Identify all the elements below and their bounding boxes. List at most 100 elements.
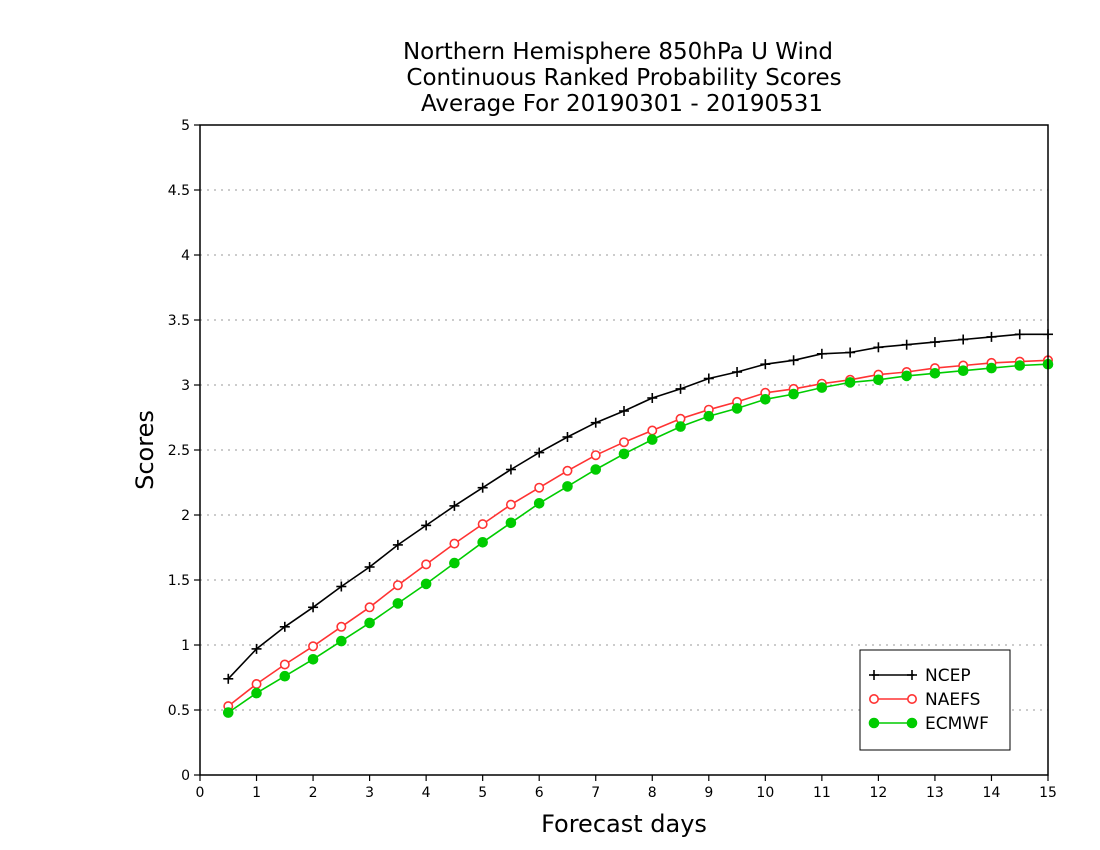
data-point-ncep — [986, 331, 997, 342]
data-point-naefs — [618, 437, 629, 448]
data-point-ecmwf — [1014, 360, 1026, 371]
x-tick-label: 1 — [252, 785, 261, 801]
data-point-ecmwf — [675, 421, 686, 432]
y-tick-label: 3.5 — [168, 313, 190, 329]
data-point-ecmwf — [703, 410, 715, 422]
data-point-ncep — [845, 347, 856, 358]
legend-marker-ecmwf — [868, 717, 880, 729]
data-point-ncep — [421, 520, 432, 531]
data-point-ecmwf — [420, 578, 432, 590]
data-point-ecmwf — [816, 382, 828, 393]
legend-label-naefs: NAEFS — [925, 690, 980, 710]
series-line-ncep — [227, 333, 1048, 680]
data-point-ecmwf — [533, 498, 545, 509]
series-layer — [222, 329, 1054, 718]
data-point-ecmwf — [760, 394, 771, 405]
data-point-ncep — [732, 367, 743, 377]
y-tick-label: 4.5 — [168, 183, 190, 199]
data-point-ncep — [392, 539, 403, 550]
data-point-ncep — [308, 602, 319, 613]
data-point-ecmwf — [731, 403, 743, 414]
x-tick-label: 5 — [478, 785, 487, 801]
data-point-ecmwf — [929, 368, 941, 379]
y-tick-label: 2 — [181, 508, 190, 524]
x-tick-label: 11 — [813, 785, 831, 801]
legend-entry-ncep: NCEP — [869, 666, 971, 686]
legend-marker-naefs — [868, 693, 879, 704]
data-point-ncep — [534, 447, 545, 458]
data-point-ecmwf — [844, 377, 856, 388]
data-point-naefs — [534, 482, 545, 493]
x-tick-label: 10 — [756, 785, 774, 801]
y-axis-title: Scores — [131, 410, 159, 490]
data-point-ecmwf — [646, 434, 658, 445]
x-tick-label: 14 — [983, 785, 1001, 801]
data-point-ecmwf — [562, 481, 573, 492]
y-tick-label: 5 — [181, 118, 190, 134]
x-tick-label: 13 — [926, 785, 944, 801]
x-tick-label: 2 — [309, 785, 318, 801]
data-point-ecmwf — [307, 654, 319, 665]
data-point-ecmwf — [788, 388, 799, 400]
series-naefs — [223, 355, 1054, 712]
data-point-ecmwf — [590, 464, 602, 475]
y-tick-label: 2.5 — [168, 443, 190, 459]
y-tick-label: 1 — [181, 638, 190, 654]
data-point-naefs — [251, 678, 262, 689]
data-point-ncep — [760, 359, 771, 370]
chart-title-line-3: Average For 20190301 - 20190531 — [421, 91, 823, 117]
y-tick-label: 3 — [181, 378, 190, 394]
data-point-naefs — [308, 641, 319, 652]
y-tick-label: 1.5 — [168, 573, 190, 589]
data-point-ncep — [562, 432, 573, 442]
data-point-naefs — [336, 621, 347, 632]
data-point-naefs — [364, 602, 375, 613]
y-tick-label: 0.5 — [168, 703, 190, 719]
series-ncep — [223, 329, 1053, 684]
data-point-ecmwf — [477, 537, 488, 548]
data-point-ecmwf — [873, 374, 884, 386]
data-point-ncep — [449, 500, 460, 511]
data-point-ncep — [251, 643, 262, 654]
data-point-ncep — [590, 417, 601, 428]
data-point-naefs — [392, 580, 403, 591]
data-point-ncep — [675, 383, 686, 394]
x-tick-label: 0 — [196, 785, 205, 801]
plot-frame — [199, 124, 1049, 776]
series-ecmwf — [222, 358, 1054, 718]
data-point-naefs — [449, 538, 460, 549]
legend-marker-ncep — [907, 670, 917, 680]
legend-label-ecmwf: ECMWF — [925, 714, 989, 734]
data-point-naefs — [562, 465, 573, 476]
data-point-ecmwf — [986, 362, 997, 374]
x-tick-label: 8 — [648, 785, 657, 801]
data-point-naefs — [505, 499, 516, 510]
data-point-naefs — [590, 450, 601, 461]
data-point-ecmwf — [222, 707, 234, 718]
data-point-ecmwf — [618, 448, 630, 460]
data-point-ncep — [958, 334, 969, 345]
data-point-naefs — [477, 519, 488, 530]
data-point-ecmwf — [336, 635, 347, 647]
data-point-ncep — [364, 562, 375, 572]
data-point-naefs — [647, 425, 658, 436]
x-tick-label: 3 — [365, 785, 374, 801]
legend-marker-naefs — [906, 693, 917, 704]
data-point-ecmwf — [505, 517, 517, 529]
data-point-ncep — [477, 482, 488, 493]
legend-box — [859, 649, 1011, 751]
data-point-ecmwf — [364, 617, 375, 629]
y-tick-label: 0 — [181, 768, 190, 784]
chart-title-line-2: Continuous Ranked Probability Scores — [406, 65, 841, 91]
data-point-naefs — [421, 559, 432, 570]
x-tick-label: 15 — [1039, 785, 1057, 801]
data-point-ncep — [336, 581, 347, 592]
x-axis-title: Forecast days — [541, 810, 707, 838]
data-point-ecmwf — [957, 365, 969, 377]
legend-marker-ecmwf — [906, 717, 918, 729]
data-point-ecmwf — [901, 370, 912, 382]
legend: NCEP NAEFS ECMWF — [859, 649, 1011, 751]
data-point-ncep — [647, 393, 658, 403]
data-point-ncep — [901, 339, 912, 350]
